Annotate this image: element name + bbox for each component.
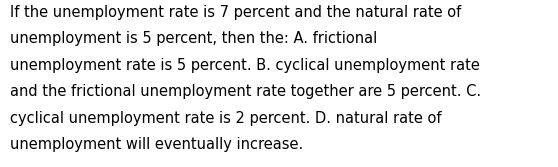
Text: cyclical unemployment rate is 2 percent. D. natural rate of: cyclical unemployment rate is 2 percent.…	[10, 111, 441, 126]
Text: and the frictional unemployment rate together are 5 percent. C.: and the frictional unemployment rate tog…	[10, 84, 481, 99]
Text: unemployment is 5 percent, then the: A. frictional: unemployment is 5 percent, then the: A. …	[10, 31, 377, 46]
Text: unemployment will eventually increase.: unemployment will eventually increase.	[10, 137, 304, 152]
Text: If the unemployment rate is 7 percent and the natural rate of: If the unemployment rate is 7 percent an…	[10, 5, 461, 20]
Text: unemployment rate is 5 percent. B. cyclical unemployment rate: unemployment rate is 5 percent. B. cycli…	[10, 58, 480, 73]
